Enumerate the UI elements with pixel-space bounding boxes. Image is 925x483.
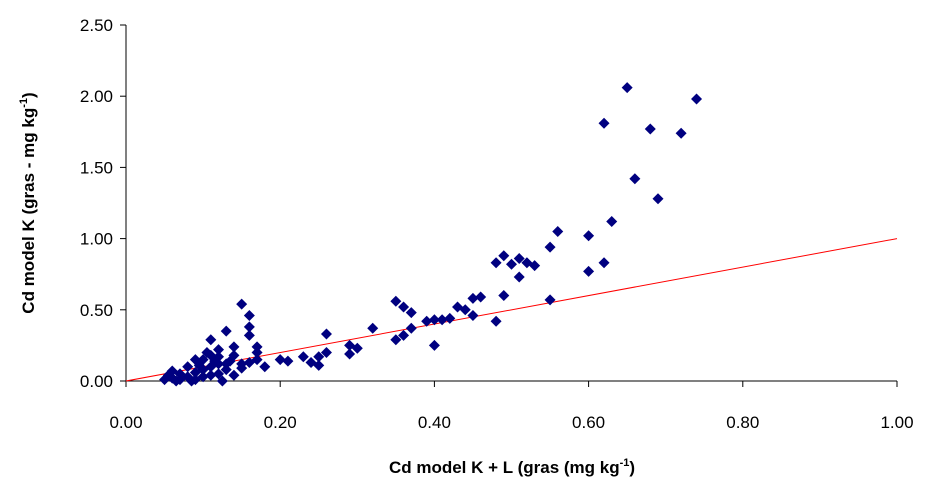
data-point (320, 328, 332, 340)
x-tick-label: 0.00 (109, 413, 142, 432)
data-point (297, 351, 309, 363)
data-point (506, 258, 517, 270)
y-tick-label: 0.00 (80, 372, 113, 391)
data-point (390, 334, 402, 346)
data-point (243, 329, 255, 341)
data-point (598, 117, 610, 129)
data-point (344, 339, 356, 351)
data-point (274, 354, 286, 366)
data-point (224, 355, 236, 367)
data-point (228, 369, 240, 381)
data-point (459, 304, 471, 316)
data-point (498, 250, 510, 262)
data-point (428, 339, 440, 351)
data-point (243, 356, 255, 368)
data-point (398, 301, 410, 313)
data-point (220, 325, 232, 337)
data-point (259, 361, 271, 373)
data-point (313, 351, 325, 363)
y-tick-label: 1.50 (80, 158, 113, 177)
data-point (182, 361, 194, 373)
y-tick-label: 2.00 (80, 87, 113, 106)
data-point (467, 292, 479, 304)
y-title-end: ) (19, 92, 38, 98)
x-tick-label: 0.20 (264, 413, 297, 432)
data-point (405, 322, 417, 334)
x-tick-label: 0.60 (572, 413, 605, 432)
data-point (193, 359, 205, 371)
data-point (405, 307, 417, 319)
data-point (529, 260, 541, 272)
data-point (228, 341, 240, 353)
data-point (170, 375, 182, 387)
data-point (162, 369, 174, 381)
data-point (444, 312, 456, 324)
data-point (583, 230, 595, 242)
data-point (251, 347, 263, 359)
data-point (220, 364, 232, 376)
data-point (213, 344, 225, 356)
data-point (186, 375, 198, 387)
data-point (201, 347, 213, 359)
data-point (367, 322, 379, 334)
data-point (644, 123, 656, 135)
data-point (282, 355, 294, 367)
data-point (216, 375, 228, 387)
x-tick-label: 0.80 (726, 413, 759, 432)
y-axis-title: Cd model K (gras - mg kg-1) (18, 92, 38, 313)
data-point (236, 298, 248, 310)
data-point (544, 241, 556, 253)
y-tick-label: 1.00 (80, 230, 113, 249)
y-title-text: Cd model K (gras - mg kg (19, 108, 38, 314)
x-title-end: ) (629, 458, 635, 477)
data-point (243, 321, 255, 333)
data-point (490, 257, 502, 269)
data-point (552, 225, 564, 237)
x-tick-label: 0.40 (418, 413, 451, 432)
data-point (436, 314, 448, 326)
data-point (583, 265, 595, 277)
x-axis-title: Cd model K + L (gras (mg kg-1) (389, 457, 635, 477)
data-point (428, 314, 440, 326)
data-point (675, 127, 687, 139)
data-point (598, 257, 610, 269)
data-point (467, 309, 479, 321)
x-title-text: Cd model K + L (gras (mg kg (389, 458, 620, 477)
data-point (490, 315, 502, 327)
y-tick-label: 2.50 (80, 16, 113, 35)
data-point (320, 347, 332, 359)
data-point (398, 329, 410, 341)
x-title-sup: -1 (620, 457, 630, 469)
data-point (498, 290, 510, 302)
data-point (544, 294, 556, 306)
data-point (313, 359, 325, 371)
data-point (236, 362, 248, 374)
data-point (606, 216, 618, 228)
data-point (513, 253, 525, 265)
data-point (629, 173, 641, 185)
data-point (205, 369, 217, 381)
data-point (251, 341, 263, 353)
data-point (209, 355, 221, 367)
data-point (344, 348, 356, 360)
data-point (475, 291, 487, 303)
y-tick-label: 0.50 (80, 301, 113, 320)
x-tick-label: 1.00 (880, 413, 913, 432)
data-point (205, 334, 217, 346)
data-point (421, 315, 433, 327)
data-point (621, 82, 633, 94)
data-point (691, 93, 703, 105)
data-point (513, 271, 525, 283)
y-title-sup: -1 (18, 98, 30, 108)
data-point (243, 309, 255, 321)
data-point (390, 295, 402, 307)
data-point (652, 193, 664, 205)
